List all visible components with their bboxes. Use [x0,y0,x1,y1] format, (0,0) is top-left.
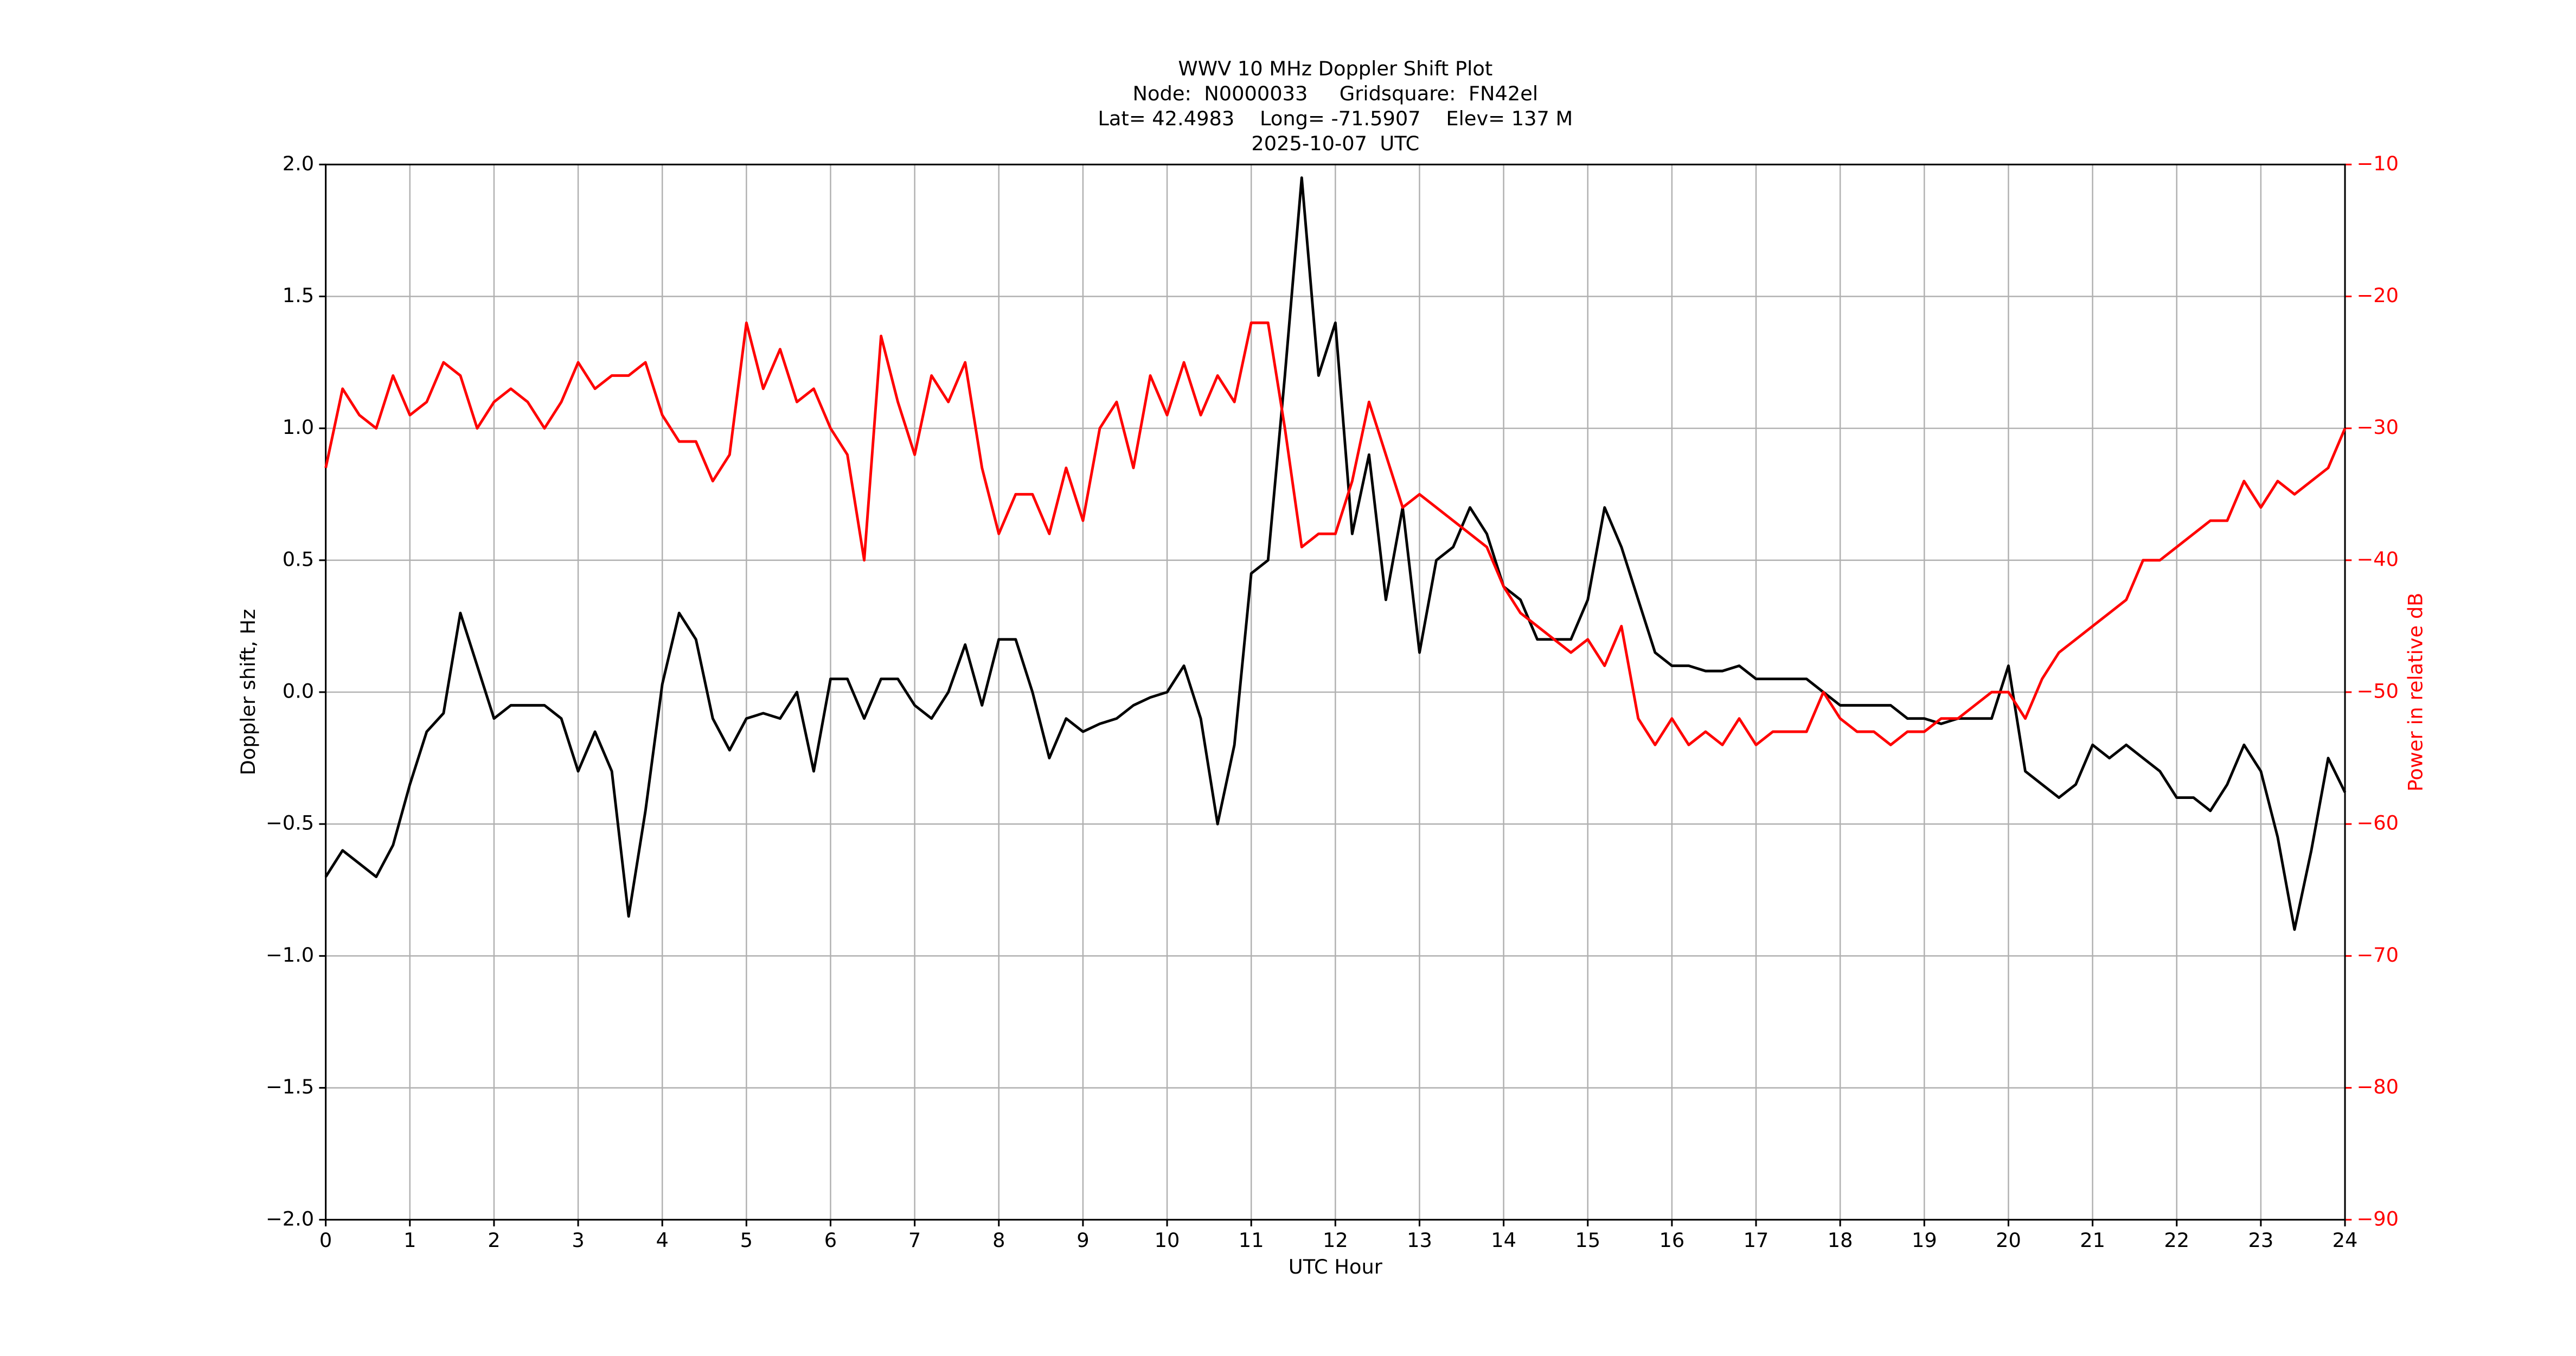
x-tick-label: 14 [1491,1229,1516,1252]
chart-title: Node: N0000033 Gridsquare: FN42el [1133,82,1539,105]
y-tick-label: 0.5 [283,547,314,571]
x-tick-label: 23 [2248,1229,2274,1252]
y-tick-label: −0.5 [266,811,314,835]
x-tick-label: 21 [2080,1229,2105,1252]
x-tick-label: 5 [740,1229,753,1252]
y2-tick-label: −30 [2356,415,2399,439]
y2-tick-label: −60 [2356,811,2399,835]
x-tick-label: 16 [1659,1229,1685,1252]
y-tick-label: 1.0 [283,415,314,439]
x-tick-label: 8 [992,1229,1005,1252]
x-tick-label: 11 [1239,1229,1264,1252]
y-tick-label: 1.5 [283,284,314,307]
x-tick-label: 7 [908,1229,921,1252]
x-tick-label: 4 [656,1229,669,1252]
y2-tick-label: −80 [2356,1075,2399,1098]
y2-tick-label: −40 [2356,547,2399,571]
chart-title: 2025-10-07 UTC [1251,132,1419,155]
plot-frame [325,163,2346,1221]
chart-title: Lat= 42.4983 Long= -71.5907 Elev= 137 M [1098,107,1573,130]
x-tick-label: 18 [1828,1229,1853,1252]
y2-tick-label: −90 [2356,1207,2399,1230]
y2-tick-label: −50 [2356,680,2399,703]
y2-axis-label: Power in relative dB [2404,593,2427,792]
x-axis-label: UTC Hour [1289,1255,1383,1278]
x-tick-label: 0 [319,1229,332,1252]
data-line [324,176,2347,931]
y2-tick-label: −20 [2356,284,2399,307]
y-tick-label: −1.5 [266,1075,314,1098]
y-tick-label: −2.0 [266,1207,314,1230]
x-tick-label: 15 [1575,1229,1600,1252]
y-axis-label: Doppler shift, Hz [236,609,260,776]
x-tick-label: 24 [2333,1229,2358,1252]
x-tick-label: 20 [1996,1229,2021,1252]
x-tick-label: 22 [2164,1229,2189,1252]
chart-title: WWV 10 MHz Doppler Shift Plot [1178,57,1492,80]
y-tick-label: −1.0 [266,943,314,967]
x-tick-label: 13 [1407,1229,1432,1252]
x-tick-label: 1 [403,1229,416,1252]
x-tick-label: 19 [1912,1229,1937,1252]
x-tick-label: 3 [572,1229,584,1252]
y2-tick-label: −10 [2356,152,2399,175]
y-tick-label: 2.0 [283,152,314,175]
x-tick-label: 2 [488,1229,500,1252]
x-tick-label: 12 [1323,1229,1348,1252]
x-tick-label: 17 [1744,1229,1769,1252]
y-tick-label: 0.0 [283,680,314,703]
x-tick-label: 6 [824,1229,837,1252]
x-tick-label: 10 [1155,1229,1180,1252]
x-tick-label: 9 [1076,1229,1089,1252]
data-line [324,321,2347,746]
y2-tick-label: −70 [2356,943,2399,967]
